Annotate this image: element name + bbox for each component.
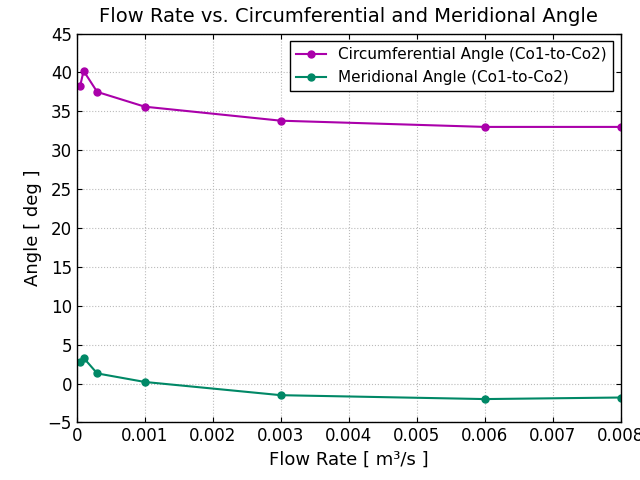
Meridional Angle (Co1-to-Co2) <box>141 379 148 385</box>
Line: Circumferential Angle (Co1-to-Co2): Circumferential Angle (Co1-to-Co2) <box>77 68 624 131</box>
Y-axis label: Angle [ deg ]: Angle [ deg ] <box>24 170 42 286</box>
Meridional Angle (Co1-to-Co2) <box>80 355 88 361</box>
Circumferential Angle (Co1-to-Co2) <box>141 104 148 109</box>
Legend: Circumferential Angle (Co1-to-Co2), Meridional Angle (Co1-to-Co2): Circumferential Angle (Co1-to-Co2), Meri… <box>289 41 613 91</box>
X-axis label: Flow Rate [ m³/s ]: Flow Rate [ m³/s ] <box>269 451 429 469</box>
Title: Flow Rate vs. Circumferential and Meridional Angle: Flow Rate vs. Circumferential and Meridi… <box>99 8 598 26</box>
Meridional Angle (Co1-to-Co2) <box>481 396 489 402</box>
Circumferential Angle (Co1-to-Co2) <box>277 118 285 123</box>
Circumferential Angle (Co1-to-Co2) <box>617 124 625 130</box>
Circumferential Angle (Co1-to-Co2) <box>481 124 489 130</box>
Line: Meridional Angle (Co1-to-Co2): Meridional Angle (Co1-to-Co2) <box>77 354 624 403</box>
Meridional Angle (Co1-to-Co2) <box>617 395 625 400</box>
Circumferential Angle (Co1-to-Co2) <box>93 89 101 95</box>
Meridional Angle (Co1-to-Co2) <box>93 371 101 376</box>
Meridional Angle (Co1-to-Co2) <box>76 359 84 365</box>
Circumferential Angle (Co1-to-Co2) <box>76 83 84 89</box>
Circumferential Angle (Co1-to-Co2) <box>80 68 88 74</box>
Meridional Angle (Co1-to-Co2) <box>277 392 285 398</box>
